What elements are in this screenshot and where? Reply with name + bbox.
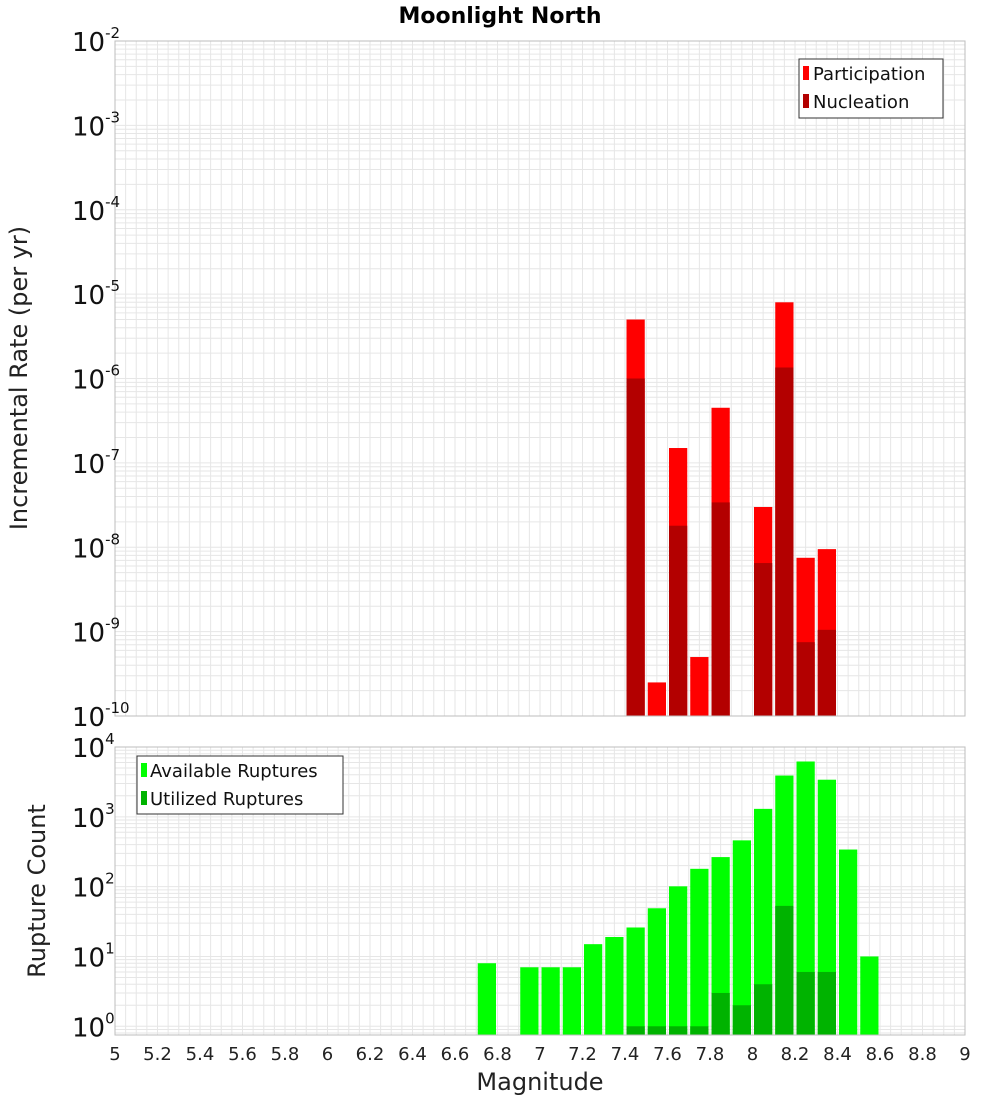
- legend-swatch-utilized: [141, 791, 147, 805]
- available-ruptures-bar: [520, 967, 539, 1035]
- available-ruptures-bar: [690, 868, 709, 1035]
- utilized-ruptures-bar: [754, 984, 773, 1035]
- bottom-y-tick-label: 101: [72, 939, 115, 973]
- utilized-ruptures-bar: [732, 1005, 751, 1035]
- nucleation-bar: [796, 642, 815, 716]
- x-tick-label: 8: [747, 1044, 758, 1065]
- bottom-y-axis-label: Rupture Count: [23, 804, 51, 978]
- available-ruptures-bar: [647, 908, 666, 1035]
- x-tick-label: 7.4: [611, 1044, 640, 1065]
- bottom-plot-border: [114, 746, 966, 1036]
- participation-bar: [647, 682, 666, 716]
- x-tick-label: 8.4: [823, 1044, 852, 1065]
- x-tick-label: 6.2: [356, 1044, 385, 1065]
- utilized-ruptures-bar: [711, 992, 730, 1035]
- top-legend: Participation Nucleation: [798, 58, 944, 119]
- top-y-tick-label: 10-5: [72, 277, 120, 311]
- legend-label-available: Available Ruptures: [150, 761, 318, 782]
- nucleation-bar: [775, 367, 794, 716]
- top-y-tick-label: 10-2: [72, 24, 120, 58]
- available-ruptures-bar: [584, 944, 603, 1035]
- x-tick-label: 5.4: [186, 1044, 215, 1065]
- bottom-legend: Available Ruptures Utilized Ruptures: [136, 755, 344, 815]
- x-tick-label: 6.8: [483, 1044, 512, 1065]
- nucleation-bar: [754, 563, 773, 716]
- utilized-ruptures-bar: [775, 905, 794, 1035]
- utilized-ruptures-bar: [690, 1026, 709, 1035]
- nucleation-bar: [711, 502, 730, 716]
- x-tick-label: 6.4: [398, 1044, 427, 1065]
- x-tick-labels: 5 5.2 5.4 5.6 5.8 6 6.2 6.4 6.6 6.8 7 7.2 7.4 7.6 7.8 8…: [109, 1044, 970, 1065]
- top-y-tick-labels: 10-2 10-3 10-4 10-5 10-6 10-7 10-8 10-9 10-10: [72, 24, 130, 733]
- rupture-count-panel: 104 103 102 101 100 Rupture Count Available …: [23, 730, 966, 1043]
- top-bars: [626, 302, 836, 716]
- bottom-bars: [477, 761, 879, 1035]
- x-tick-label: 5.8: [271, 1044, 300, 1065]
- utilized-ruptures-bar: [647, 1026, 666, 1035]
- x-tick-label: 6: [322, 1044, 333, 1065]
- legend-label-utilized: Utilized Ruptures: [150, 789, 303, 810]
- bottom-y-tick-labels: 104 103 102 101 100: [72, 730, 115, 1043]
- participation-bar: [690, 657, 709, 716]
- top-y-tick-label: 10-3: [72, 108, 120, 142]
- x-tick-label: 9: [959, 1044, 970, 1065]
- top-y-tick-label: 10-7: [72, 446, 120, 480]
- x-tick-label: 7.2: [568, 1044, 597, 1065]
- available-ruptures-bar: [605, 936, 624, 1035]
- top-gridlines: [114, 40, 966, 717]
- available-ruptures-bar: [860, 956, 879, 1035]
- utilized-ruptures-bar: [626, 1026, 645, 1035]
- top-y-tick-label: 10-4: [72, 193, 120, 227]
- top-y-axis-label: Incremental Rate (per yr): [5, 226, 33, 530]
- bottom-y-tick-label: 102: [72, 870, 115, 904]
- available-ruptures-bar: [817, 779, 836, 1035]
- legend-swatch-participation: [803, 66, 809, 80]
- chart-title: Moonlight North: [398, 4, 601, 29]
- available-ruptures-bar: [754, 808, 773, 1035]
- top-y-tick-label: 10-8: [72, 530, 120, 564]
- legend-label-participation: Participation: [813, 64, 925, 85]
- available-ruptures-bar: [732, 840, 751, 1035]
- available-ruptures-bar: [839, 849, 858, 1035]
- nucleation-bar: [817, 629, 836, 716]
- legend-label-nucleation: Nucleation: [813, 92, 909, 113]
- top-y-tick-label: 10-6: [72, 362, 120, 396]
- x-tick-label: 5.2: [143, 1044, 172, 1065]
- legend-swatch-available: [141, 763, 147, 777]
- x-axis-label: Magnitude: [476, 1068, 603, 1096]
- available-ruptures-bar: [541, 967, 560, 1035]
- x-tick-label: 7.6: [653, 1044, 682, 1065]
- nucleation-bar: [669, 525, 688, 716]
- utilized-ruptures-bar: [669, 1026, 688, 1035]
- available-ruptures-bar: [669, 886, 688, 1035]
- bottom-y-tick-label: 100: [72, 1009, 115, 1043]
- x-tick-label: 6.6: [441, 1044, 470, 1065]
- top-y-tick-label: 10-9: [72, 615, 120, 649]
- utilized-ruptures-bar: [817, 971, 836, 1035]
- available-ruptures-bar: [626, 927, 645, 1035]
- incremental-rate-panel: 10-2 10-3 10-4 10-5 10-6 10-7 10-8 10-9 10-10 In…: [5, 24, 966, 733]
- available-ruptures-bar: [711, 857, 730, 1035]
- x-tick-label: 8.2: [781, 1044, 810, 1065]
- top-plot-border: [114, 40, 966, 717]
- x-tick-label: 7: [534, 1044, 545, 1065]
- x-tick-label: 7.8: [696, 1044, 725, 1065]
- available-ruptures-bar: [562, 967, 581, 1035]
- top-y-tick-label: 10-10: [72, 699, 130, 733]
- x-tick-label: 5.6: [228, 1044, 257, 1065]
- utilized-ruptures-bar: [796, 971, 815, 1035]
- available-ruptures-bar: [477, 963, 496, 1035]
- legend-swatch-nucleation: [803, 94, 809, 108]
- bottom-y-tick-label: 103: [72, 800, 115, 834]
- available-ruptures-bar: [796, 761, 815, 1035]
- nucleation-bar: [626, 378, 645, 716]
- x-tick-label: 5: [109, 1044, 120, 1065]
- x-tick-label: 8.6: [866, 1044, 895, 1065]
- bottom-y-tick-label: 104: [72, 730, 115, 764]
- x-tick-label: 8.8: [908, 1044, 937, 1065]
